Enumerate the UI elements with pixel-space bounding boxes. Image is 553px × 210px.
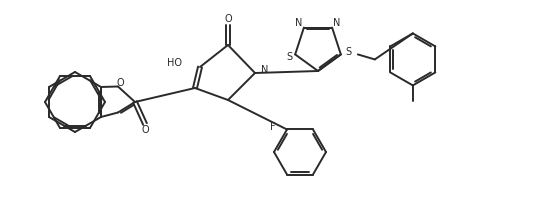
Text: HO: HO: [167, 58, 182, 68]
Text: N: N: [261, 65, 268, 75]
Text: N: N: [295, 18, 302, 28]
Text: S: S: [346, 47, 352, 57]
Text: F: F: [270, 122, 276, 133]
Text: S: S: [286, 52, 292, 62]
Text: O: O: [141, 125, 149, 135]
Text: N: N: [333, 18, 341, 28]
Text: O: O: [224, 14, 232, 24]
Text: O: O: [116, 77, 124, 88]
